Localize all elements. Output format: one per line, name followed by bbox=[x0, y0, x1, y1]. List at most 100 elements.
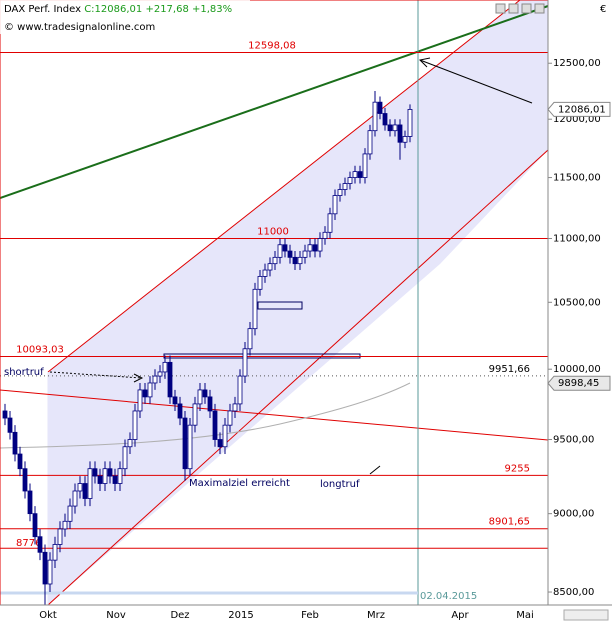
candle-body bbox=[337, 189, 343, 196]
arrow bbox=[49, 371, 143, 379]
candle-body bbox=[17, 453, 23, 470]
long-trendline bbox=[0, 5, 549, 199]
level-label: 8776 bbox=[16, 538, 41, 549]
y-tick-label: 9500,00 bbox=[553, 435, 594, 446]
annotation: 02.04.2015 bbox=[420, 591, 477, 602]
channel-upper bbox=[47, 0, 521, 373]
candle-body bbox=[42, 551, 48, 585]
axis-unit: € bbox=[600, 4, 606, 15]
candle-body bbox=[382, 113, 388, 126]
candle-body bbox=[347, 177, 353, 184]
candle-body bbox=[117, 468, 123, 484]
candle-body bbox=[302, 250, 308, 258]
box-zone bbox=[163, 353, 361, 359]
candle-body bbox=[282, 244, 288, 252]
candle-body bbox=[217, 439, 223, 448]
candle-body bbox=[242, 348, 248, 377]
candle-body bbox=[172, 396, 178, 405]
candle-body bbox=[72, 490, 78, 507]
button[interactable] bbox=[508, 3, 519, 14]
scroll[interactable] bbox=[563, 609, 609, 621]
candle-body bbox=[52, 544, 58, 561]
candle-body bbox=[207, 396, 213, 412]
quote: C:12086,01 +217,68 +1,83% bbox=[84, 4, 232, 15]
level-label: 12598,08 bbox=[248, 41, 296, 52]
candle-body bbox=[202, 389, 208, 398]
candle-body bbox=[297, 256, 303, 265]
scroll-buttons[interactable] bbox=[563, 609, 609, 621]
candle-body bbox=[317, 238, 323, 252]
candle-body bbox=[257, 276, 263, 290]
x-tick-label: Mrz bbox=[367, 610, 385, 621]
arrow bbox=[419, 59, 533, 104]
y-tick-label: 10000,00 bbox=[553, 364, 601, 375]
candle-body bbox=[292, 256, 298, 265]
candle-body bbox=[37, 536, 43, 553]
candle-body bbox=[372, 101, 378, 132]
candle-body bbox=[352, 171, 358, 178]
falling-trendline bbox=[0, 389, 549, 441]
candle-body bbox=[362, 153, 368, 178]
candle-body bbox=[342, 183, 348, 190]
candle-body bbox=[392, 124, 398, 132]
candle-body bbox=[7, 417, 13, 433]
candle-body bbox=[112, 475, 118, 484]
candle-body bbox=[262, 269, 268, 277]
copyright: © www.tradesignalonline.com bbox=[4, 22, 155, 33]
x-tick-label: Nov bbox=[106, 610, 126, 621]
button[interactable] bbox=[495, 3, 506, 14]
window-buttons[interactable] bbox=[495, 3, 545, 14]
candle-body bbox=[2, 410, 8, 419]
candle-body bbox=[182, 417, 188, 470]
candle-body bbox=[47, 559, 53, 585]
candle-body bbox=[187, 424, 193, 470]
candle-body bbox=[57, 528, 63, 545]
x-tick-label: 2015 bbox=[228, 610, 253, 621]
candle-body bbox=[12, 431, 18, 455]
candle-body bbox=[122, 446, 128, 470]
x-tick-label: Dez bbox=[170, 610, 189, 621]
candle-body bbox=[322, 231, 328, 239]
price-marker-label: 9898,45 bbox=[558, 378, 599, 389]
y-tick-label: 10500,00 bbox=[553, 297, 601, 308]
candle-body bbox=[147, 382, 153, 398]
moving-average bbox=[0, 382, 411, 449]
candle-body bbox=[332, 195, 338, 215]
candle-body bbox=[192, 403, 198, 426]
candle-body bbox=[82, 483, 88, 499]
candle-body bbox=[237, 375, 243, 405]
candle-body bbox=[67, 505, 73, 522]
y-tick-label: 11500,00 bbox=[553, 173, 601, 184]
y-tick-label: 11000,00 bbox=[553, 234, 601, 245]
candle-body bbox=[312, 244, 318, 252]
price-marker bbox=[547, 101, 611, 117]
level-label: 10093,03 bbox=[16, 345, 64, 356]
annotation: Maximalziel erreicht bbox=[189, 478, 290, 489]
x-tick-label: Mai bbox=[516, 610, 534, 621]
button[interactable] bbox=[534, 3, 545, 14]
candle-body bbox=[92, 468, 98, 477]
symbol-name: DAX Perf. Index bbox=[4, 4, 81, 15]
candle-body bbox=[157, 371, 163, 377]
x-tick-label: Apr bbox=[451, 610, 469, 621]
candle-body bbox=[367, 130, 373, 155]
candle-body bbox=[307, 244, 313, 252]
candle-body bbox=[87, 468, 93, 499]
candle-body bbox=[167, 361, 173, 398]
candle-body bbox=[232, 403, 238, 412]
candle-body bbox=[327, 213, 333, 233]
header-bg bbox=[0, 0, 250, 34]
candle-body bbox=[357, 171, 363, 178]
candle-body bbox=[32, 513, 38, 538]
x-tick-label: Okt bbox=[39, 610, 57, 621]
candle-body bbox=[22, 468, 28, 492]
y-tick-label: 9000,00 bbox=[553, 509, 594, 520]
candle-body bbox=[97, 475, 103, 484]
candle-body bbox=[247, 328, 253, 350]
candle-body bbox=[197, 389, 203, 405]
button[interactable] bbox=[521, 3, 532, 14]
candle-body bbox=[107, 468, 113, 477]
y-tick-label: 12500,00 bbox=[553, 58, 601, 69]
arrow bbox=[369, 465, 381, 475]
